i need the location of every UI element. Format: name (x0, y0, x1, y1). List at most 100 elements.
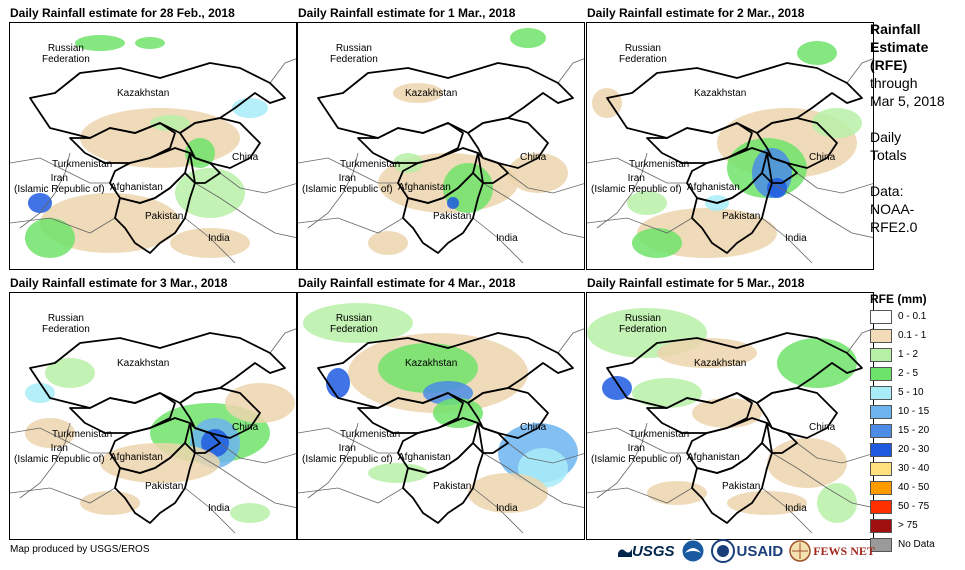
side-data-line2: NOAA- (870, 201, 915, 217)
rainfall-area (627, 191, 667, 215)
rainfall-area (812, 108, 862, 138)
legend-swatch (870, 424, 892, 438)
rainfall-area (797, 41, 837, 65)
legend-swatch (870, 386, 892, 400)
map-label-iran: Iran (Islamic Republic of) (302, 443, 393, 465)
panel-title-3: Daily Rainfall estimate for 2 Mar., 2018 (587, 6, 805, 20)
country-border (557, 58, 584, 84)
rainfall-area (447, 197, 459, 209)
country-border (771, 452, 873, 508)
country-border (307, 152, 359, 229)
rainfall-area (232, 98, 268, 118)
logo-strip: USGS USAID FEWS NET (618, 538, 875, 564)
legend-label: 5 - 10 (898, 387, 924, 398)
rainfall-area (170, 228, 250, 258)
region-outline (357, 122, 464, 164)
region-outline (477, 422, 509, 454)
legend-label: 15 - 20 (898, 425, 930, 436)
region-outline (357, 392, 464, 434)
legend-label: 10 - 15 (898, 406, 930, 417)
panel-title-5: Daily Rainfall estimate for 4 Mar., 2018 (298, 276, 516, 290)
region-outline (29, 62, 286, 139)
side-daily-line1: Daily (870, 129, 902, 145)
region-outline (114, 442, 196, 524)
legend-swatch (870, 481, 892, 495)
panel-title-2: Daily Rainfall estimate for 1 Mar., 2018 (298, 6, 516, 20)
rainfall-area (230, 503, 270, 523)
map-label-russia: Russian Federation (330, 313, 378, 335)
region-outline (766, 422, 798, 454)
region-outline (756, 387, 838, 439)
country-border (184, 217, 236, 264)
region-outline (606, 332, 863, 409)
side-daily-line2: Totals (870, 147, 907, 163)
panel-title-6: Daily Rainfall estimate for 5 Mar., 2018 (587, 276, 805, 290)
country-border (10, 427, 110, 454)
country-border (298, 217, 404, 234)
map-label-pakistan: Pakistan (433, 481, 472, 492)
map-label-kazakhstan: Kazakhstan (694, 358, 747, 369)
rainfall-area (510, 28, 546, 48)
legend-title: RFE (mm) (870, 292, 927, 306)
side-title-line2: Estimate (870, 39, 929, 55)
rainfall-area (657, 338, 757, 368)
map-label-turkmenistan: Turkmenistan (340, 429, 401, 440)
map-label-afghanistan: Afghanistan (110, 182, 163, 193)
region-outline (29, 332, 286, 409)
country-border (269, 328, 296, 354)
legend-label: 2 - 5 (898, 368, 919, 379)
region-outline (691, 442, 773, 524)
map-label-turkmenistan: Turkmenistan (340, 159, 401, 170)
map-label-turkmenistan: Turkmenistan (629, 159, 690, 170)
side-title-line1: Rainfall (870, 21, 921, 37)
map-label-china: China (809, 422, 836, 433)
rainfall-map-svg (587, 308, 873, 534)
map-label-turkmenistan: Turkmenistan (52, 429, 113, 440)
rainfall-area (25, 383, 55, 403)
map-label-russia: Russian Federation (42, 313, 90, 335)
legend-swatch (870, 329, 892, 343)
usgs-logo: USGS (618, 543, 675, 560)
country-border (846, 58, 873, 84)
rainfall-area (25, 218, 75, 258)
region-outline (69, 392, 176, 434)
country-border (194, 182, 296, 238)
country-border (482, 452, 584, 508)
side-data-line3: RFE2.0 (870, 219, 918, 235)
map-label-pakistan: Pakistan (433, 211, 472, 222)
map-label-russia: Russian Federation (42, 43, 90, 65)
country-border (557, 328, 584, 354)
map-panel-6: Russian Federation Kazakhstan Turkmenistan I… (586, 292, 874, 540)
legend-swatch (870, 462, 892, 476)
map-label-pakistan: Pakistan (145, 211, 184, 222)
country-border (472, 487, 524, 534)
rainfall-area (75, 35, 125, 51)
map-label-china: China (520, 152, 547, 163)
country-border (194, 452, 296, 508)
map-label-pakistan: Pakistan (145, 481, 184, 492)
usaid-logo: USAID (736, 542, 784, 560)
rainfall-area (368, 231, 408, 255)
country-border (10, 157, 110, 184)
fewsnet-globe-icon (789, 540, 811, 562)
country-border (219, 442, 296, 464)
map-label-afghanistan: Afghanistan (398, 182, 451, 193)
legend-swatch (870, 519, 892, 533)
map-panel-4: Russian Federation Kazakhstan Turkmenistan I… (9, 292, 297, 540)
map-label-china: China (520, 422, 547, 433)
rainfall-area (468, 473, 548, 513)
rainfall-area (185, 138, 215, 168)
country-border (19, 152, 71, 229)
map-label-india: India (496, 503, 518, 514)
country-border (507, 172, 584, 194)
map-label-afghanistan: Afghanistan (398, 452, 451, 463)
region-outline (189, 422, 221, 454)
rainfall-area (632, 228, 682, 258)
fewsnet-logo: FEWS NET (813, 543, 875, 558)
region-outline (402, 172, 484, 254)
country-border (587, 157, 687, 184)
map-label-china: China (809, 152, 836, 163)
rainfall-area (508, 153, 568, 193)
legend-label: > 75 (898, 520, 918, 531)
map-label-russia: Russian Federation (619, 43, 667, 65)
